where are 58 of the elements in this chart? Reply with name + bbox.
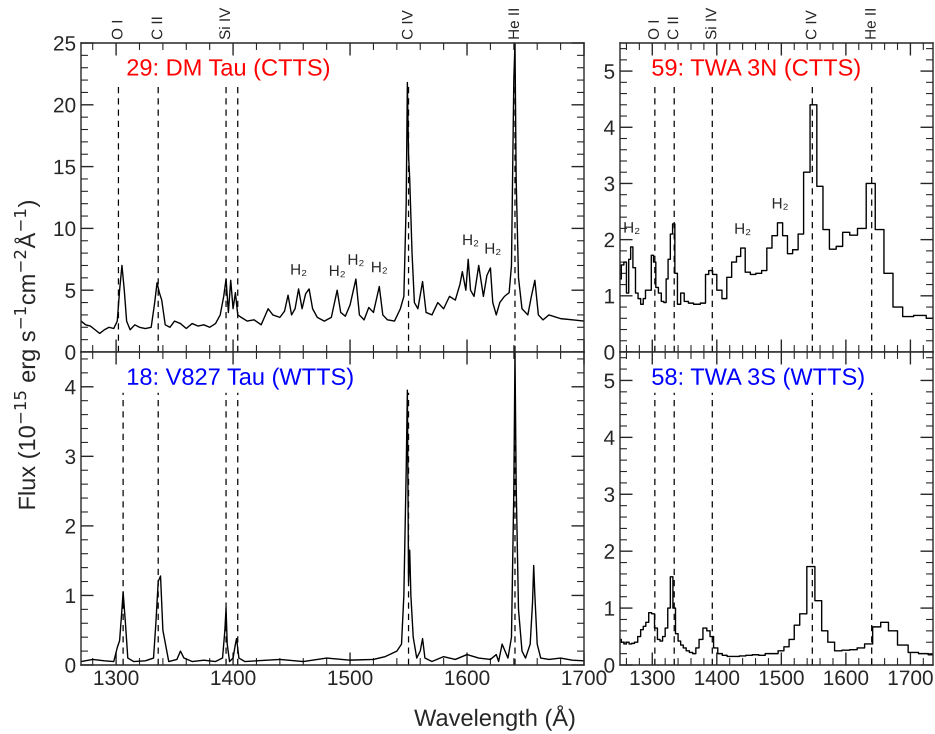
annotation: H₂	[486, 243, 500, 255]
x-tick-label: 1700	[888, 670, 933, 686]
annotation: H₂	[372, 262, 388, 274]
x-tick-label: 1400	[211, 670, 256, 686]
x-tick-label: 1500	[760, 670, 804, 686]
x-tick-label: 1700	[562, 670, 606, 686]
y-tick-label: 20	[54, 98, 76, 113]
y-tick-label: 1	[66, 588, 76, 603]
y-tick-label: 4	[65, 380, 76, 394]
x-tick-label: 1400	[695, 670, 740, 686]
ref-line-label: Si IV	[705, 8, 716, 40]
ref-line-label: He II	[508, 9, 520, 39]
annotation: H₂	[348, 254, 364, 266]
y-tick-label: 3	[65, 449, 76, 464]
text: 59: TWA 3N (CTTS)	[652, 58, 860, 80]
ref-line-label: O I	[112, 20, 123, 40]
text: 58: TWA 3S (WTTS)	[652, 368, 864, 390]
y-tick-label: 2	[604, 232, 614, 248]
annotation: H₂	[772, 198, 788, 210]
y-tick-label: 0	[65, 345, 76, 360]
y-tick-label: 3	[604, 487, 614, 502]
annotation: H₂	[463, 234, 478, 246]
ref-line-label: C II	[667, 18, 678, 40]
y-tick-label: 10	[54, 221, 76, 236]
y-tick-label: 3	[604, 176, 614, 192]
x-tick-label: 1500	[328, 670, 372, 686]
y-tick-label: 0	[65, 658, 76, 673]
y-tick-label: 15	[54, 160, 76, 174]
annotation: H₂	[735, 223, 750, 236]
x-axis-title: Wavelength (Å)	[414, 705, 574, 731]
x-tick-label: 1300	[94, 670, 138, 686]
y-tick-label: 5	[65, 283, 76, 298]
y-tick-label: 25	[54, 36, 76, 51]
y-tick-label: 0	[604, 345, 614, 360]
annotation: H₂	[291, 264, 306, 276]
x-tick-label: 1300	[630, 670, 675, 686]
ref-line-label: C II	[151, 18, 162, 40]
ref-line-label: He II	[865, 9, 876, 39]
x-tick-label: 1600	[824, 670, 868, 686]
text: 18: V827 Tau (WTTS)	[128, 368, 353, 390]
y-tick-label: 5	[604, 374, 614, 388]
y-tick-label: 1	[605, 601, 614, 616]
y-tick-label: 0	[604, 658, 614, 673]
y-tick-label: 2	[604, 544, 614, 559]
annotation: H₂	[330, 265, 345, 278]
annotation: H₂	[624, 222, 640, 234]
ref-line-label: C IV	[806, 10, 816, 40]
y-tick-label: 4	[604, 120, 615, 135]
ref-line-label: Si IV	[218, 8, 230, 40]
y-tick-label: 4	[604, 430, 615, 445]
y-tick-label: 2	[66, 518, 76, 534]
y-tick-label: 5	[604, 64, 614, 79]
ref-line-label: C IV	[402, 10, 413, 40]
y-tick-label: 1	[605, 289, 614, 304]
x-tick-label: 1600	[445, 670, 490, 686]
text: 29: DM Tau (CTTS)	[127, 58, 330, 80]
ref-line-label: O I	[648, 20, 659, 40]
text: Flux (10$^{−15}$ erg s$^{−1}$cm$^{−2}$Å$^{−1}$)	[14, 201, 40, 509]
